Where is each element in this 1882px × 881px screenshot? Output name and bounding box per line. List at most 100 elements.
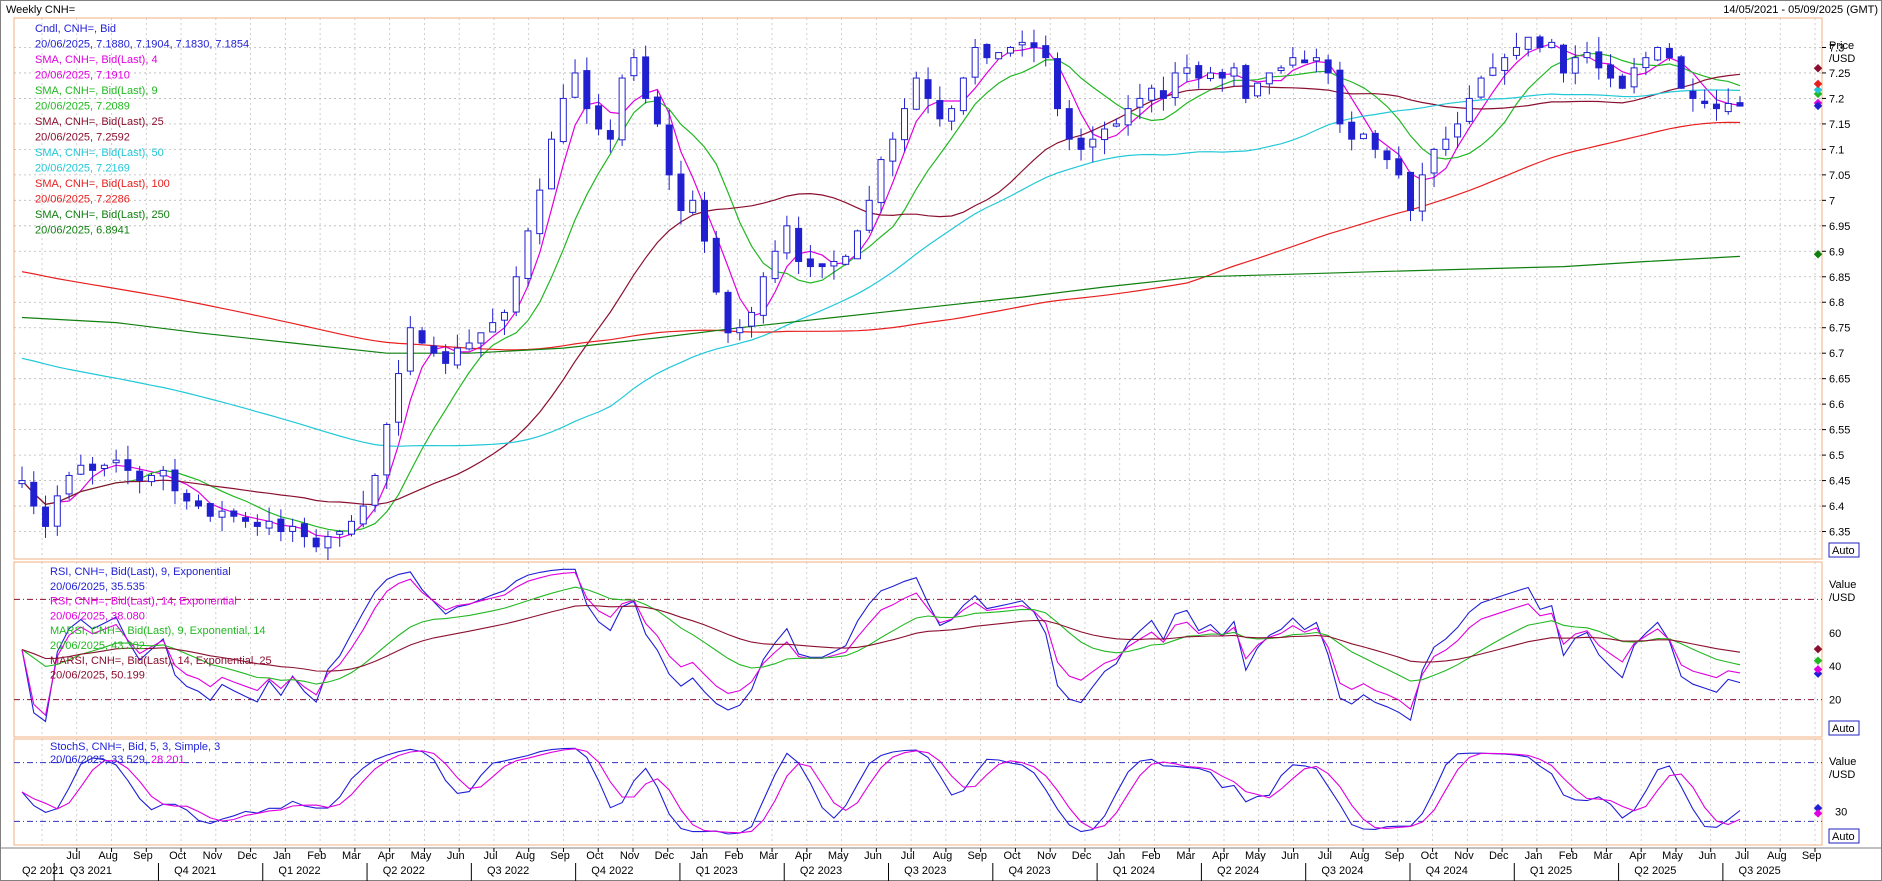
candle-body (618, 77, 626, 141)
candle-body (971, 46, 979, 78)
candle-body (642, 56, 650, 99)
candle-body (1665, 47, 1673, 59)
stoch-axis-label: Value (1829, 756, 1856, 768)
x-quarter-label: Q4 2024 (1426, 865, 1468, 877)
candle-body (1183, 67, 1191, 74)
candle-body (136, 470, 144, 482)
candle-body (477, 332, 485, 344)
candle-body (959, 77, 967, 112)
price-legend-entry: SMA, CNH=, Bid(Last), 250 (35, 209, 170, 221)
stoch-auto-button[interactable] (1828, 828, 1860, 844)
price-tick-label: 6.75 (1829, 323, 1850, 335)
price-tick-label: 6.85 (1829, 272, 1850, 284)
x-quarter-label: Q1 2024 (1113, 865, 1155, 877)
x-month-label: Aug (98, 850, 118, 862)
candle-body (147, 474, 155, 483)
candle-body (1618, 75, 1626, 89)
candle-body (995, 52, 1003, 60)
candle-body (430, 345, 438, 354)
rsi-legend-entry: MARSI, CNH=, Bid(Last), 14, Exponential,… (50, 655, 272, 667)
x-month-label: Oct (1421, 850, 1438, 862)
candle-body (195, 500, 203, 507)
candle-body (689, 199, 697, 213)
candle-body (630, 57, 638, 77)
candle-body (1559, 44, 1567, 74)
rsi-tick-label: 40 (1829, 661, 1841, 673)
x-month-label: Nov (620, 850, 640, 862)
x-month-label: Mar (759, 850, 778, 862)
rsi-axis-unit: /USD (1829, 592, 1855, 604)
candle-body (324, 536, 332, 549)
candle-body (418, 330, 426, 344)
stoch-last-marker (1813, 809, 1823, 818)
candle-body (1442, 138, 1450, 150)
candle-body (112, 459, 120, 464)
x-month-label: Sep (1802, 850, 1822, 862)
price-legend-entry: SMA, CNH=, Bid(Last), 100 (35, 178, 170, 190)
candle-body (1418, 174, 1426, 212)
x-month-label: Aug (933, 850, 953, 862)
x-month-label: Sep (133, 850, 153, 862)
candle-body (277, 518, 285, 533)
candle-body (1501, 57, 1509, 71)
price-axis-label: Price (1829, 40, 1854, 52)
candle-body (524, 230, 532, 279)
candle-body (1254, 82, 1262, 97)
price-legend-entry: Cndl, CNH=, Bid (35, 23, 116, 35)
x-month-label: May (411, 850, 432, 862)
price-legend-entry: SMA, CNH=, Bid(Last), 9 (35, 85, 158, 97)
rsi-panel (13, 561, 1823, 738)
candle-body (100, 464, 108, 470)
candle-body (53, 495, 61, 527)
candle-body (442, 351, 450, 364)
rsi-series-line (21, 586, 1741, 685)
x-month-label: Aug (1350, 850, 1370, 862)
stoch-last-marker (1813, 803, 1823, 813)
candle-body (1112, 123, 1120, 127)
candle-body (1642, 57, 1650, 69)
candle-body (865, 199, 873, 231)
candle-body (830, 260, 838, 267)
candle-body (806, 258, 814, 268)
candle-body (1006, 46, 1014, 54)
rsi-legend-entry: MARSI, CNH=, Bid(Last), 9, Exponential, … (50, 625, 266, 637)
candle-body (265, 520, 273, 529)
x-month-label: Oct (1003, 850, 1020, 862)
candle-body (1289, 57, 1297, 66)
price-auto-button[interactable] (1828, 542, 1860, 558)
x-month-label: Mar (1176, 850, 1195, 862)
candle-body (1383, 150, 1391, 161)
x-month-label: Jan (1107, 850, 1125, 862)
candle-body (1689, 90, 1697, 99)
x-month-label: Sep (1385, 850, 1405, 862)
candle-body (559, 97, 567, 143)
candle-body (1124, 108, 1132, 126)
candle-body (1489, 67, 1497, 76)
x-month-label: Dec (655, 850, 675, 862)
rsi-last-marker (1813, 665, 1823, 674)
rsi-series-line (21, 571, 1741, 717)
x-month-label: Feb (307, 850, 326, 862)
candle-body (1465, 97, 1473, 122)
candle-body (1477, 77, 1485, 98)
x-month-label: Nov (203, 850, 223, 862)
candle-body (1077, 137, 1085, 150)
stoch-auto-label: Auto (1832, 831, 1855, 843)
candle-body (771, 250, 779, 280)
x-month-label: Dec (1072, 850, 1092, 862)
x-quarter-label: Q2 2025 (1634, 865, 1676, 877)
candle-body (1536, 36, 1544, 48)
rsi-auto-button[interactable] (1828, 720, 1860, 736)
price-tick-label: 6.45 (1829, 476, 1850, 488)
stoch-legend-sep: , (145, 754, 151, 766)
x-month-label: Dec (237, 850, 257, 862)
candle-body (595, 105, 603, 130)
candle-body (1548, 41, 1556, 49)
candle-body (1607, 64, 1615, 79)
stoch-legend-date: 20/06/2025, (50, 754, 111, 766)
x-quarter-label: Q3 2021 (70, 865, 112, 877)
candle-body (253, 521, 261, 527)
candle-body (1042, 45, 1050, 59)
